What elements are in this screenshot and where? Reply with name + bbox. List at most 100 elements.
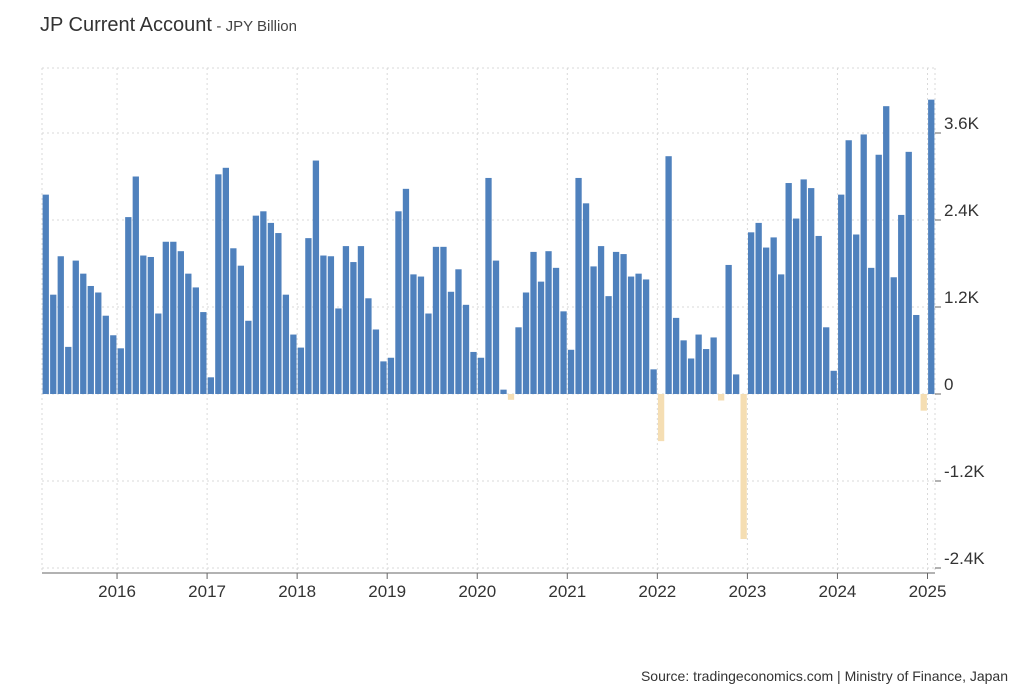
bar bbox=[905, 151, 912, 394]
bar bbox=[395, 211, 402, 394]
bar bbox=[372, 329, 380, 394]
bar bbox=[470, 351, 477, 394]
bar bbox=[327, 256, 335, 394]
x-tick-label: 2023 bbox=[728, 582, 766, 601]
bar bbox=[725, 264, 732, 394]
bar bbox=[50, 294, 57, 394]
y-axis-labels: -2.4K -1.2K 0 1.2K 2.4K 3.6K bbox=[944, 114, 985, 568]
bar bbox=[890, 277, 897, 394]
bar bbox=[192, 287, 199, 394]
bar-series bbox=[42, 99, 935, 539]
y-tick-label: 3.6K bbox=[944, 114, 980, 133]
bar bbox=[770, 237, 777, 394]
bar bbox=[695, 334, 702, 394]
bar bbox=[830, 370, 837, 394]
bar bbox=[297, 347, 305, 394]
bar bbox=[853, 234, 860, 394]
bar bbox=[717, 394, 725, 401]
bar bbox=[928, 99, 935, 395]
bar bbox=[342, 246, 350, 394]
bar bbox=[672, 317, 680, 395]
bar bbox=[125, 217, 132, 394]
bar bbox=[305, 238, 312, 395]
bar bbox=[402, 188, 410, 394]
y-tick-label: -1.2K bbox=[944, 462, 985, 481]
bar bbox=[425, 313, 432, 394]
bar bbox=[687, 358, 695, 394]
bar bbox=[823, 327, 830, 394]
bar bbox=[132, 176, 139, 394]
bar bbox=[747, 232, 755, 394]
bar bbox=[185, 273, 192, 394]
bar bbox=[913, 314, 920, 394]
bar bbox=[898, 214, 905, 394]
bar bbox=[477, 357, 485, 394]
bar bbox=[612, 251, 620, 394]
chart-axes bbox=[42, 132, 941, 579]
bar bbox=[162, 241, 169, 394]
x-tick-label: 2018 bbox=[278, 582, 316, 601]
bar bbox=[365, 298, 372, 394]
y-tick-label: 2.4K bbox=[944, 201, 980, 220]
bar bbox=[320, 255, 327, 394]
bar bbox=[42, 194, 49, 395]
bar bbox=[665, 156, 672, 394]
y-tick-label: 0 bbox=[944, 375, 953, 394]
bar bbox=[335, 308, 342, 394]
bar bbox=[485, 177, 492, 394]
bar bbox=[417, 276, 425, 394]
bar bbox=[657, 394, 665, 442]
x-tick-label: 2021 bbox=[548, 582, 586, 601]
bar bbox=[800, 179, 807, 394]
bar bbox=[387, 357, 395, 394]
bar bbox=[282, 294, 290, 394]
bar bbox=[215, 174, 222, 394]
bar bbox=[357, 246, 365, 394]
bar bbox=[808, 188, 815, 394]
bar bbox=[763, 247, 770, 394]
bar bbox=[80, 273, 87, 394]
bar bbox=[260, 211, 267, 394]
bar bbox=[883, 106, 890, 395]
bar bbox=[65, 346, 72, 395]
y-tick-label: 1.2K bbox=[944, 288, 980, 307]
bar bbox=[117, 348, 124, 394]
bar bbox=[815, 235, 822, 394]
bar bbox=[455, 269, 462, 394]
bar bbox=[230, 248, 237, 394]
bar bbox=[350, 262, 357, 394]
bar bbox=[492, 260, 500, 394]
bar bbox=[838, 194, 845, 395]
bar bbox=[635, 273, 642, 394]
bar bbox=[57, 256, 64, 394]
bar bbox=[410, 274, 417, 394]
x-tick-label: 2016 bbox=[98, 582, 136, 601]
x-tick-label: 2019 bbox=[368, 582, 406, 601]
bar bbox=[87, 285, 94, 394]
bar bbox=[267, 222, 275, 394]
chart-unit: - JPY Billion bbox=[216, 18, 297, 35]
x-axis-labels: 2016 2017 2018 2019 2020 2021 2022 2023 2024 2025 bbox=[98, 582, 946, 601]
bar bbox=[245, 320, 252, 394]
bar bbox=[627, 276, 635, 394]
bar bbox=[567, 349, 575, 394]
bar bbox=[432, 246, 440, 394]
bar bbox=[605, 296, 612, 395]
bar bbox=[200, 312, 207, 394]
bar bbox=[868, 267, 875, 394]
bar bbox=[237, 265, 245, 394]
bar bbox=[778, 274, 785, 394]
x-tick-label: 2022 bbox=[638, 582, 676, 601]
bar bbox=[732, 374, 740, 394]
chart-title-block: JP Current Account - JPY Billion bbox=[40, 14, 297, 37]
bar bbox=[177, 251, 184, 394]
bar bbox=[170, 241, 177, 394]
bar bbox=[207, 377, 214, 394]
y-tick-label: -2.4K bbox=[944, 549, 985, 568]
x-tick-label: 2020 bbox=[458, 582, 496, 601]
bar bbox=[702, 349, 710, 394]
bar bbox=[155, 313, 162, 394]
bar bbox=[102, 315, 109, 394]
bar bbox=[860, 134, 867, 394]
bar bbox=[537, 281, 545, 394]
